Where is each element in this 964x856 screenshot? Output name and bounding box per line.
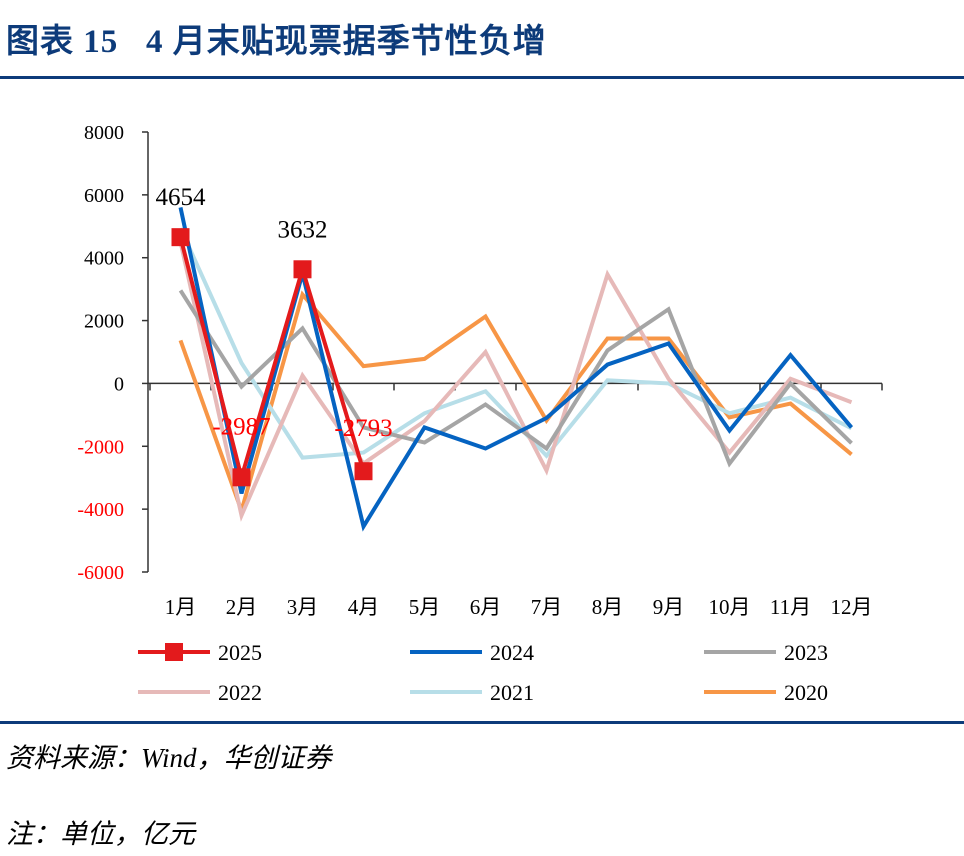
- x-tick-label: 8月: [592, 595, 624, 619]
- footer-rule: [0, 721, 964, 724]
- series-line-2022: [178, 241, 853, 522]
- line-chart: 8000 6000 4000 2000 0 -2000 -4000 -6000 1月 2月 3月 4月…: [77, 122, 883, 705]
- x-tick-label: 1月: [165, 595, 197, 619]
- y-tick-label: 8000: [84, 122, 124, 144]
- x-tick-label: 2月: [226, 595, 258, 619]
- x-tick-label: 7月: [531, 595, 563, 619]
- x-tick-label: 9月: [653, 595, 685, 619]
- y-tick-label: 4000: [84, 248, 124, 270]
- y-tick-label: -6000: [77, 562, 124, 584]
- legend-label: 2022: [218, 680, 262, 705]
- series-line-2021: [178, 227, 853, 460]
- y-tick-label: -2000: [77, 436, 124, 458]
- x-tick-label: 11月: [770, 595, 811, 619]
- x-tick-label: 10月: [709, 595, 751, 619]
- data-point-2025: [171, 228, 190, 247]
- y-tick-label: 0: [114, 373, 124, 395]
- legend-label: 2024: [490, 640, 534, 665]
- x-tick-label: 3月: [287, 595, 319, 619]
- y-tick-label: 6000: [84, 185, 124, 207]
- data-label: 4654: [156, 184, 207, 211]
- series-line-2025: [178, 236, 366, 485]
- title-rule: [0, 76, 964, 79]
- data-point-2025: [354, 462, 373, 481]
- legend-marker: [165, 643, 183, 661]
- x-tick-label: 6月: [470, 595, 502, 619]
- figure-title: 图表 15 4 月末贴现票据季节性负增: [6, 24, 547, 60]
- data-label: -2793: [334, 415, 392, 442]
- x-tick-label: 5月: [409, 595, 441, 619]
- source-text: 资料来源：Wind，华创证券: [6, 743, 332, 773]
- series-line-2023: [178, 289, 853, 468]
- data-point-2025: [232, 468, 251, 487]
- legend-label: 2021: [490, 680, 534, 705]
- x-tick-label: 12月: [831, 595, 873, 619]
- legend-label: 2025: [218, 640, 262, 665]
- x-tick-label: 4月: [348, 595, 380, 619]
- data-point-2025: [293, 260, 312, 279]
- legend-label: 2023: [784, 640, 828, 665]
- note-text: 注：单位，亿元: [6, 819, 195, 849]
- legend-label: 2020: [784, 680, 828, 705]
- data-label: -2987: [212, 413, 270, 440]
- data-label: 3632: [278, 216, 328, 243]
- y-tick-label: -4000: [77, 499, 124, 521]
- y-tick-label: 2000: [84, 311, 124, 333]
